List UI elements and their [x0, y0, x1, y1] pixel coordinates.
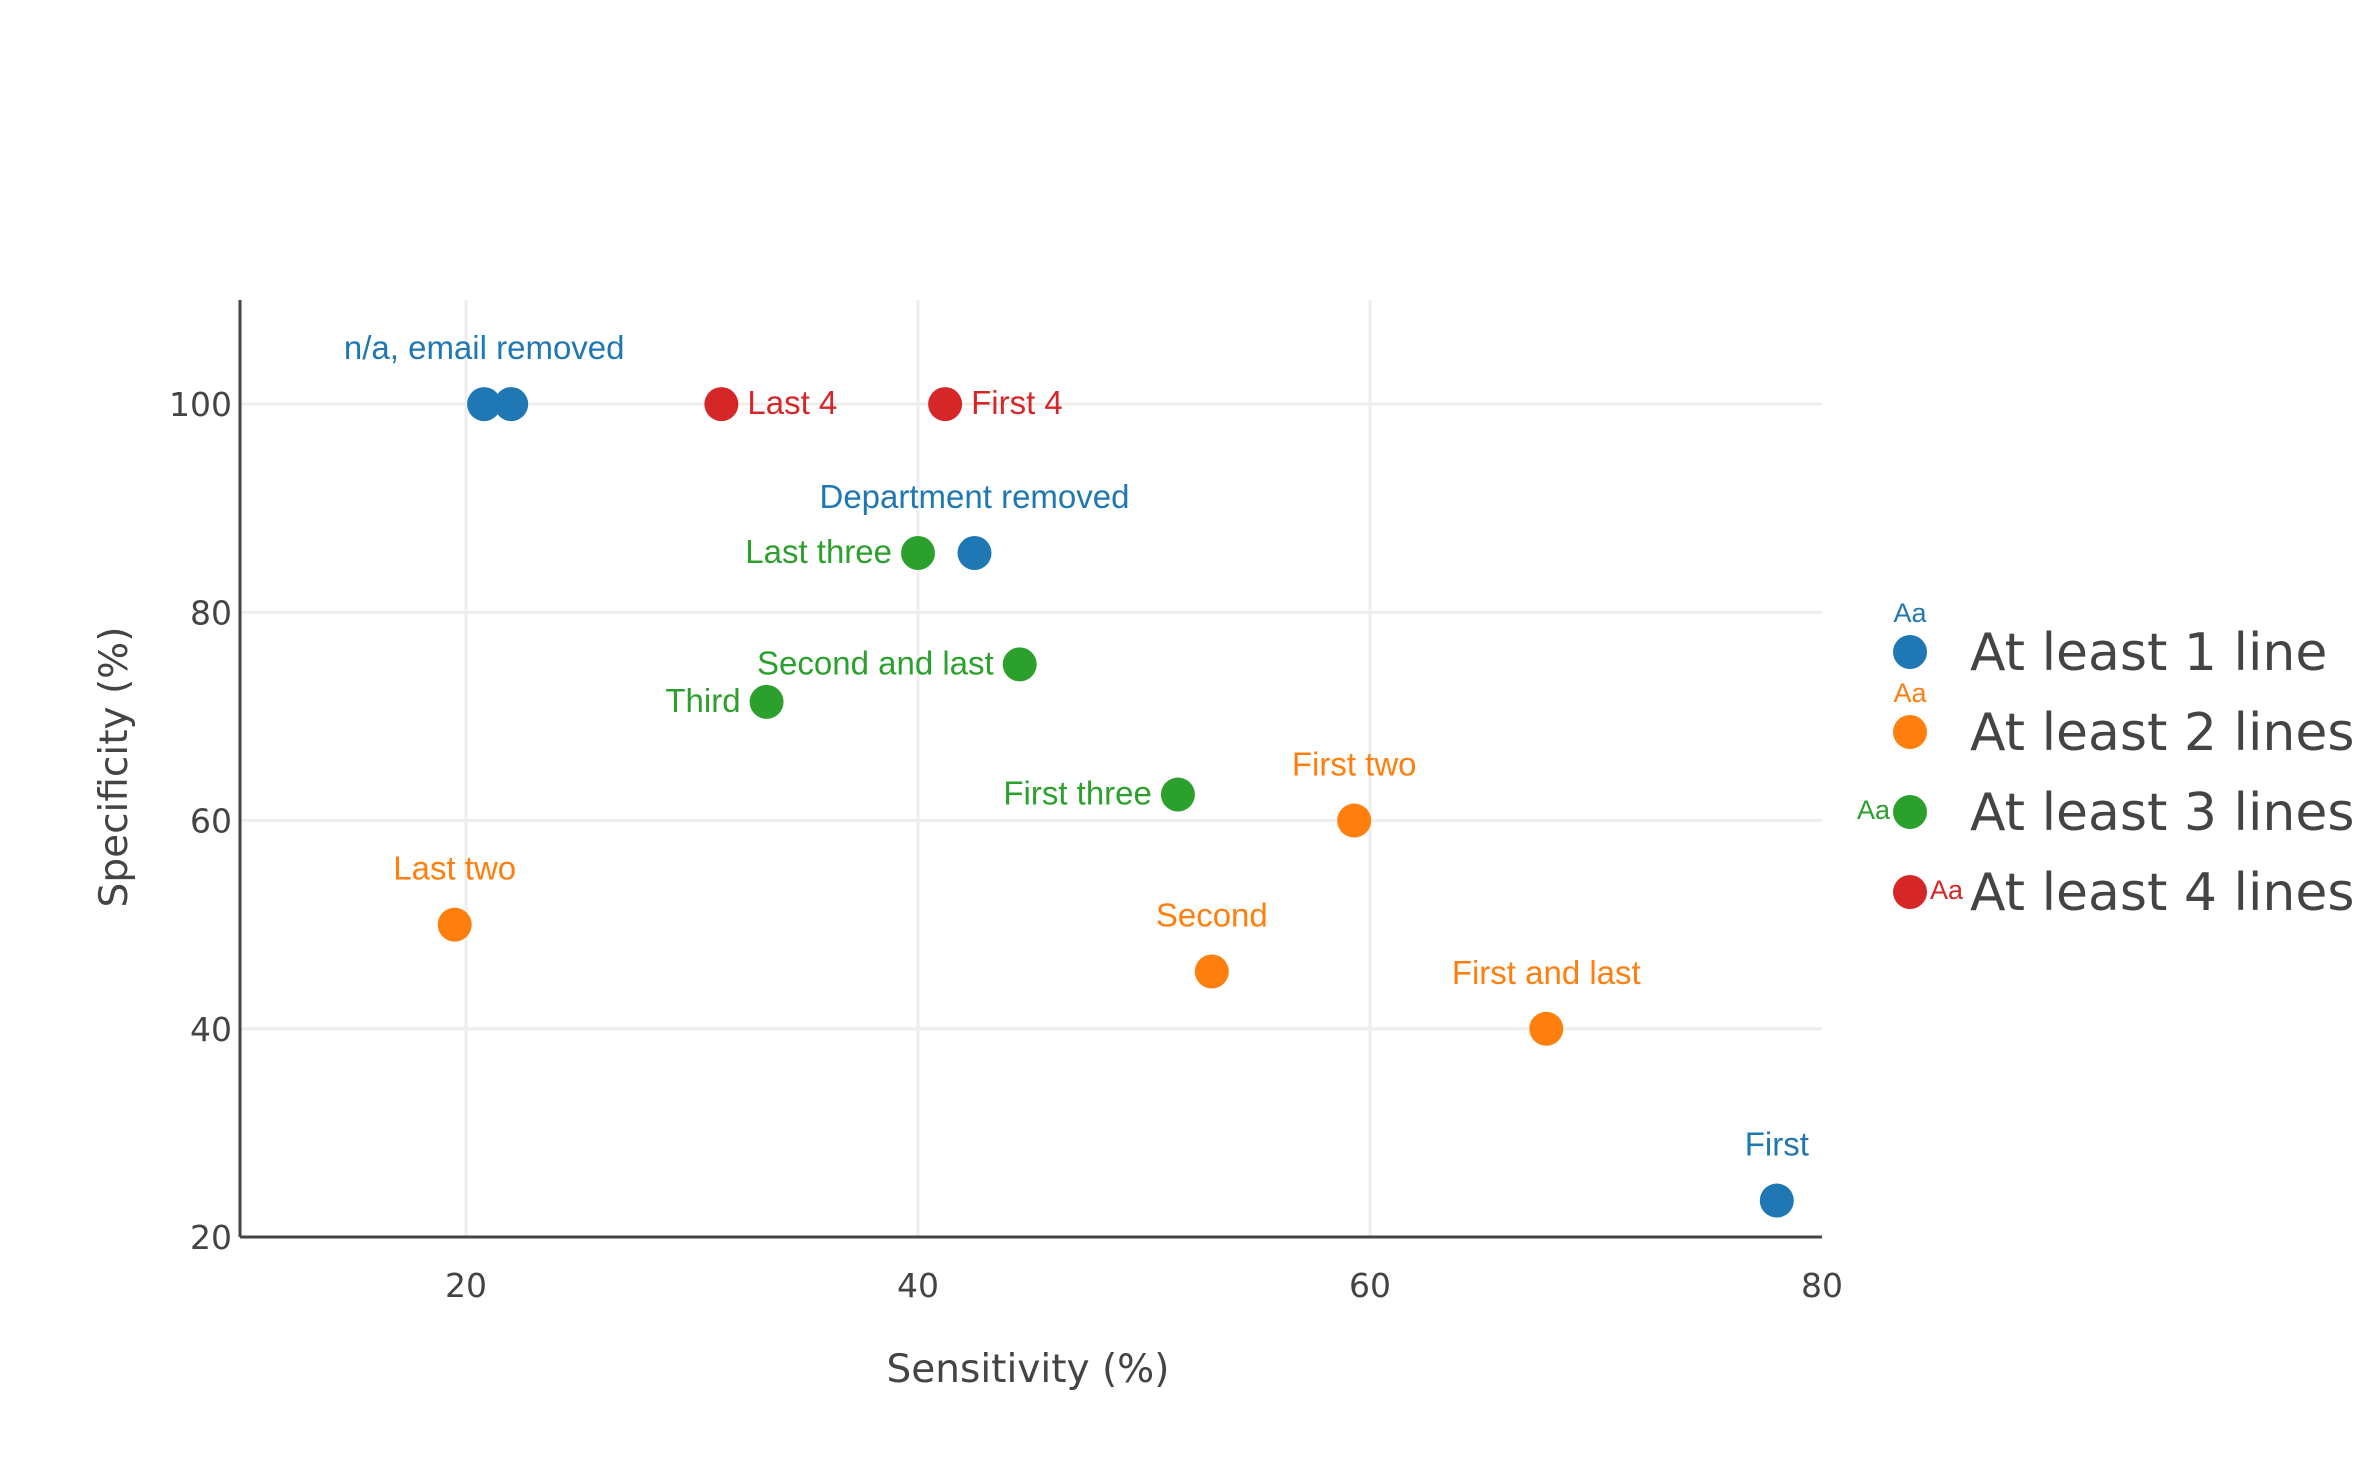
data-label: First two	[1292, 746, 1417, 783]
data-point[interactable]	[749, 684, 784, 719]
data-point[interactable]	[467, 387, 502, 422]
legend-marker	[1893, 635, 1927, 669]
data-label: n/a, email removed	[344, 329, 625, 366]
data-point[interactable]	[901, 535, 935, 570]
y-tick-label: 60	[190, 802, 232, 841]
point-labels-layer: n/a, email removed Department removed Firs…	[344, 329, 1809, 1162]
legend-label: At least 2 lines	[1970, 703, 2354, 763]
data-label: First 4	[971, 384, 1063, 421]
data-point[interactable]	[957, 535, 992, 570]
data-label: Last three	[745, 533, 892, 570]
legend-label: At least 4 lines	[1970, 863, 2354, 923]
axes-layer: 20 40 60 80 20 40 60 80 100	[169, 300, 1843, 1305]
data-label: Second and last	[757, 644, 994, 681]
legend-label: At least 3 lines	[1970, 783, 2354, 843]
data-label: Department removed	[820, 478, 1130, 515]
data-label: Last 4	[747, 384, 837, 421]
legend-text-marker: Aa	[1930, 875, 1964, 905]
data-point[interactable]	[1337, 803, 1372, 838]
legend-item[interactable]: Aa At least 4 lines	[1893, 863, 2354, 923]
legend-item[interactable]: Aa At least 1 line	[1893, 598, 2327, 683]
legend-text-marker: Aa	[1893, 598, 1927, 628]
data-point[interactable]	[1529, 1011, 1564, 1046]
legend-marker	[1893, 715, 1927, 749]
data-label: Second	[1156, 897, 1268, 934]
x-tick-label: 60	[1349, 1266, 1391, 1305]
data-point[interactable]	[1759, 1183, 1794, 1218]
data-label: Last two	[393, 850, 516, 887]
data-label: First three	[1003, 775, 1152, 812]
y-axis-title: Specificity (%)	[92, 627, 137, 908]
data-point[interactable]	[1002, 647, 1037, 682]
legend-item[interactable]: Aa At least 3 lines	[1857, 783, 2354, 843]
points-layer	[437, 387, 1794, 1218]
legend-item[interactable]: Aa At least 2 lines	[1893, 678, 2354, 763]
data-label: First and last	[1452, 954, 1641, 991]
legend-text-marker: Aa	[1893, 678, 1927, 708]
data-point[interactable]	[1194, 954, 1229, 989]
legend-text-marker: Aa	[1857, 795, 1891, 825]
x-tick-label: 20	[445, 1266, 487, 1305]
data-point[interactable]	[1160, 777, 1195, 812]
data-point[interactable]	[494, 387, 529, 422]
legend-marker	[1893, 795, 1927, 829]
y-tick-label: 40	[190, 1010, 232, 1049]
data-label: Third	[665, 682, 740, 719]
data-point[interactable]	[928, 387, 963, 422]
grid-layer	[240, 300, 1822, 1237]
y-tick-label: 80	[190, 593, 232, 632]
y-tick-label: 100	[169, 385, 232, 424]
y-tick-label: 20	[190, 1218, 232, 1257]
x-tick-label: 40	[897, 1266, 939, 1305]
data-label: First	[1745, 1126, 1809, 1163]
legend-label: At least 1 line	[1970, 623, 2327, 683]
legend-marker	[1893, 875, 1927, 909]
x-axis-title: Sensitivity (%)	[887, 1347, 1170, 1392]
data-point[interactable]	[704, 387, 739, 422]
x-tick-label: 80	[1801, 1266, 1843, 1305]
data-point[interactable]	[437, 907, 472, 942]
